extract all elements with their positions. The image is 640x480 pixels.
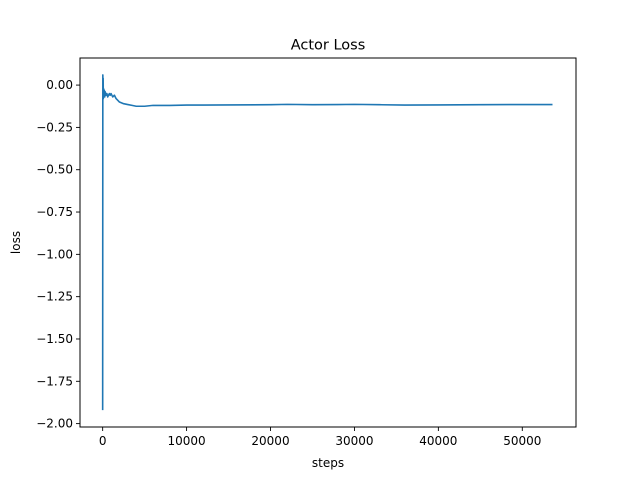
y-tick-label: −0.25 [36, 120, 73, 134]
y-tick-label: 0.00 [46, 78, 73, 92]
y-tick-label: −2.00 [36, 417, 73, 431]
y-tick-label: −1.00 [36, 247, 73, 261]
x-tick-label: 0 [99, 434, 107, 448]
y-tick-label: −1.50 [36, 332, 73, 346]
x-tick-label: 30000 [335, 434, 373, 448]
x-tick-label: 50000 [503, 434, 541, 448]
x-tick-label: 20000 [251, 434, 289, 448]
plot-frame [79, 57, 577, 428]
y-tick-label: −0.75 [36, 205, 73, 219]
axes-layer: 0 10000 20000 30000 40000 50000 0.00 −0.25 −0.50… [36, 78, 541, 448]
series-line-0 [101, 74, 553, 411]
plot-layer [101, 74, 553, 411]
y-tick-label: −1.25 [36, 290, 73, 304]
y-tick-label: −1.75 [36, 374, 73, 388]
x-tick-label: 40000 [419, 434, 457, 448]
x-axis-label: steps [312, 456, 344, 470]
y-axis-label: loss [9, 231, 23, 254]
y-tick-label: −0.50 [36, 163, 73, 177]
x-tick-label: 10000 [167, 434, 205, 448]
chart-title: Actor Loss [291, 38, 366, 54]
